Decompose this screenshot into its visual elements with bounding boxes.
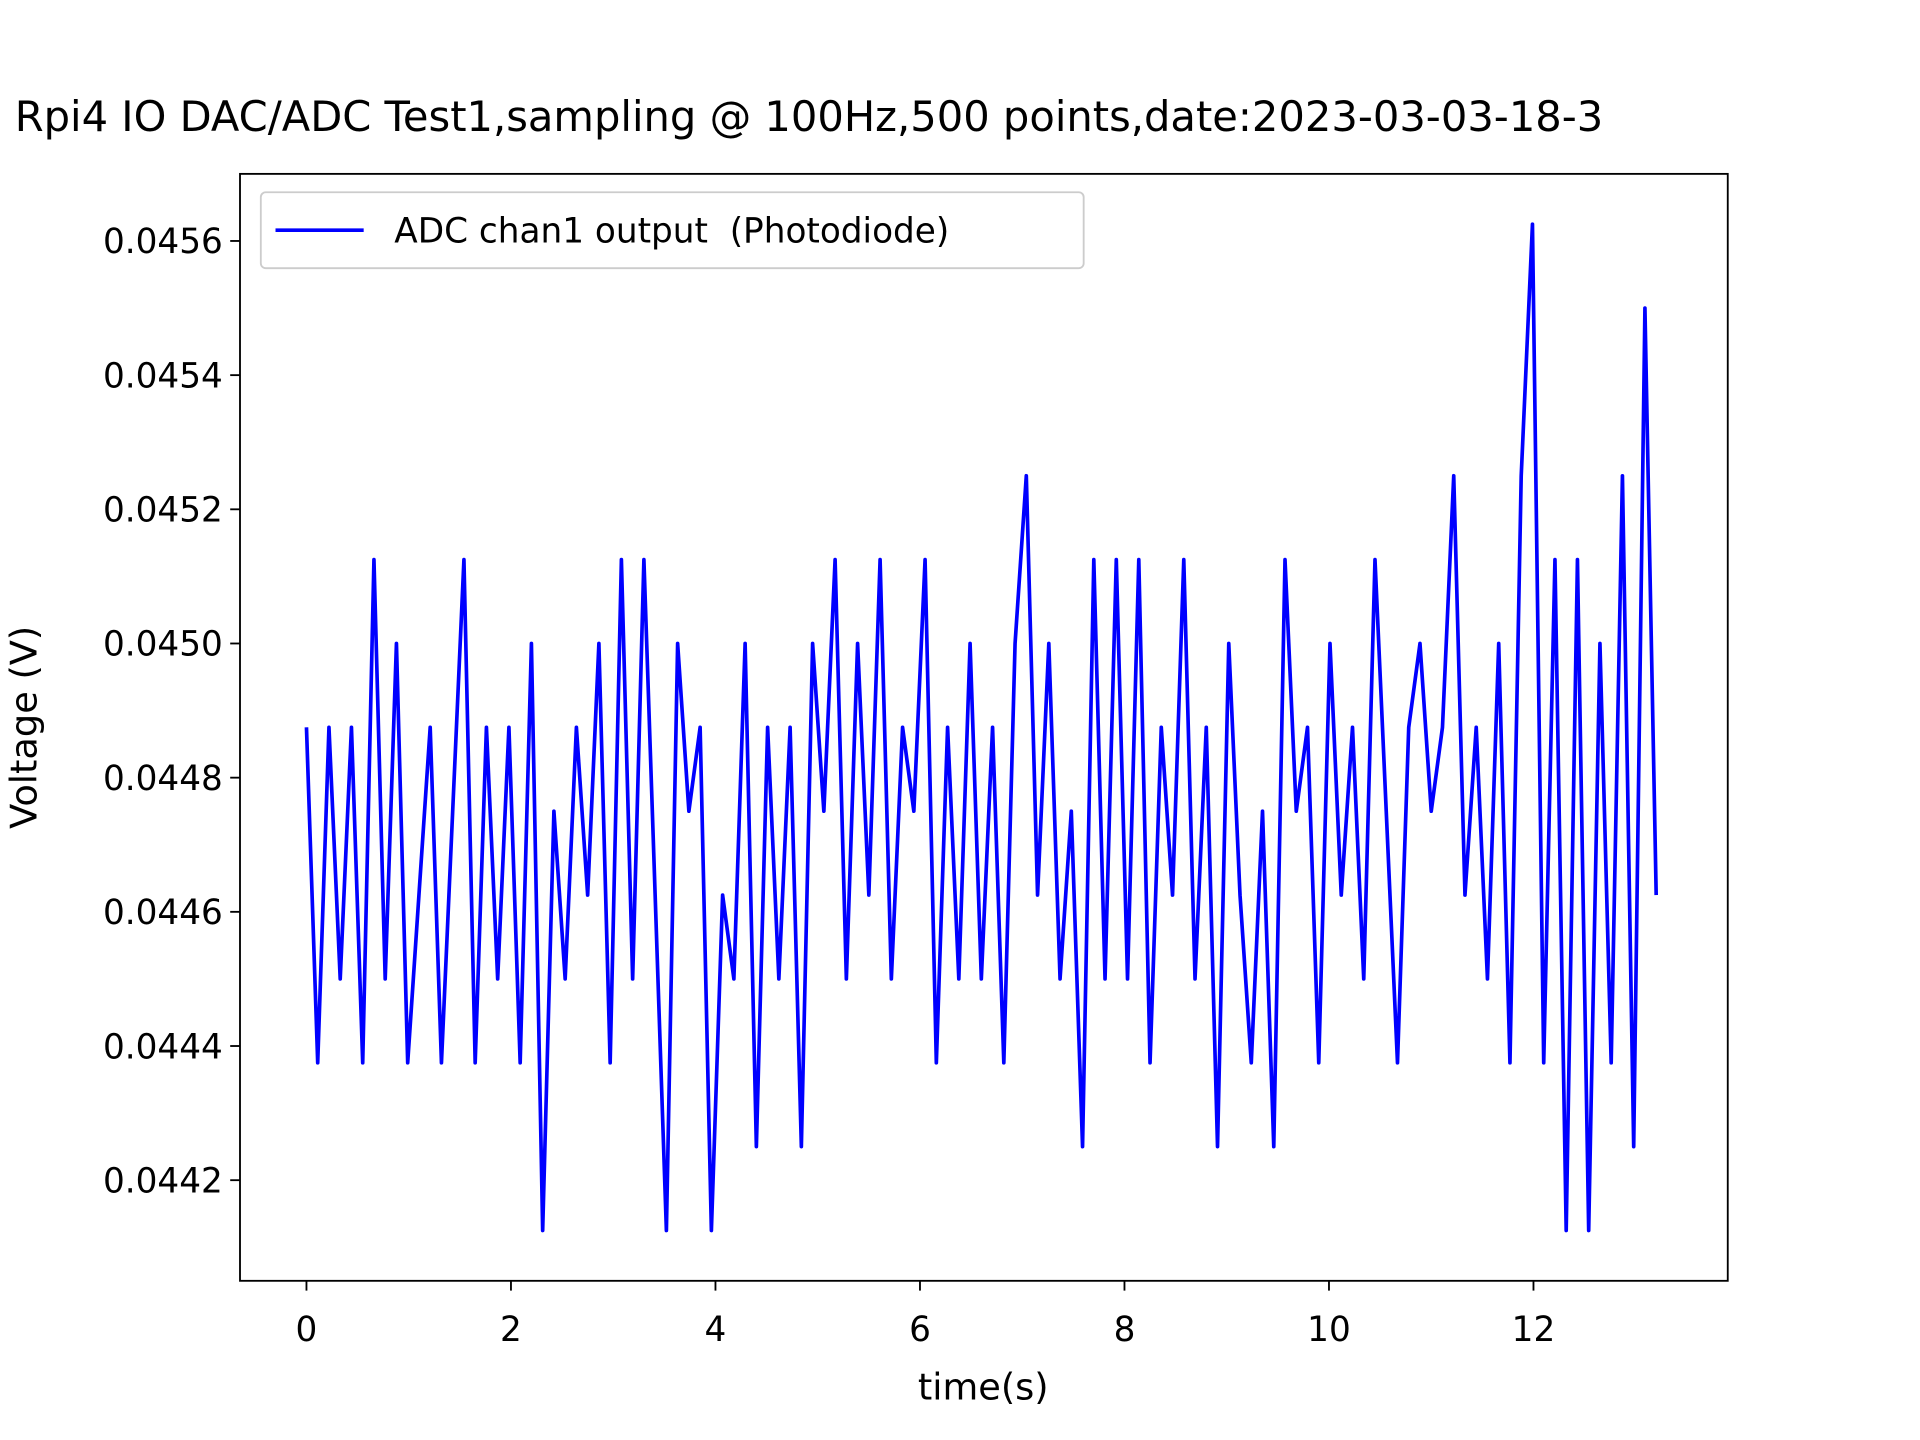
y-tick-label: 0.0450 [103,625,223,665]
legend-box [259,191,1085,270]
y-tick-label: 0.0446 [103,893,223,933]
x-tick-label: 10 [1307,1310,1351,1350]
y-tick-label: 0.0442 [103,1161,223,1201]
legend-label: ADC chan1 output (Photodiode) [394,211,949,251]
plot-frame [239,172,1729,1282]
x-tick-label: 8 [1114,1310,1136,1350]
y-tick-label: 0.0456 [103,222,223,262]
x-tick-label: 6 [909,1310,931,1350]
data-line [304,222,1659,1233]
y-tick-label: 0.0454 [103,356,223,396]
chart-title: Rpi4 IO DAC/ADC Test1,sampling @ 100Hz,5… [15,92,1604,141]
x-tick-label: 0 [296,1310,318,1350]
x-tick-label: 4 [705,1310,727,1350]
x-tick-label: 12 [1512,1310,1556,1350]
x-tick-label: 2 [500,1310,522,1350]
y-axis-label: Voltage (V) [3,626,46,829]
y-tick-label: 0.0444 [103,1027,223,1067]
y-tick-label: 0.0448 [103,759,223,799]
x-axis-label: time(s) [918,1366,1049,1409]
y-tick-label: 0.0452 [103,491,223,531]
